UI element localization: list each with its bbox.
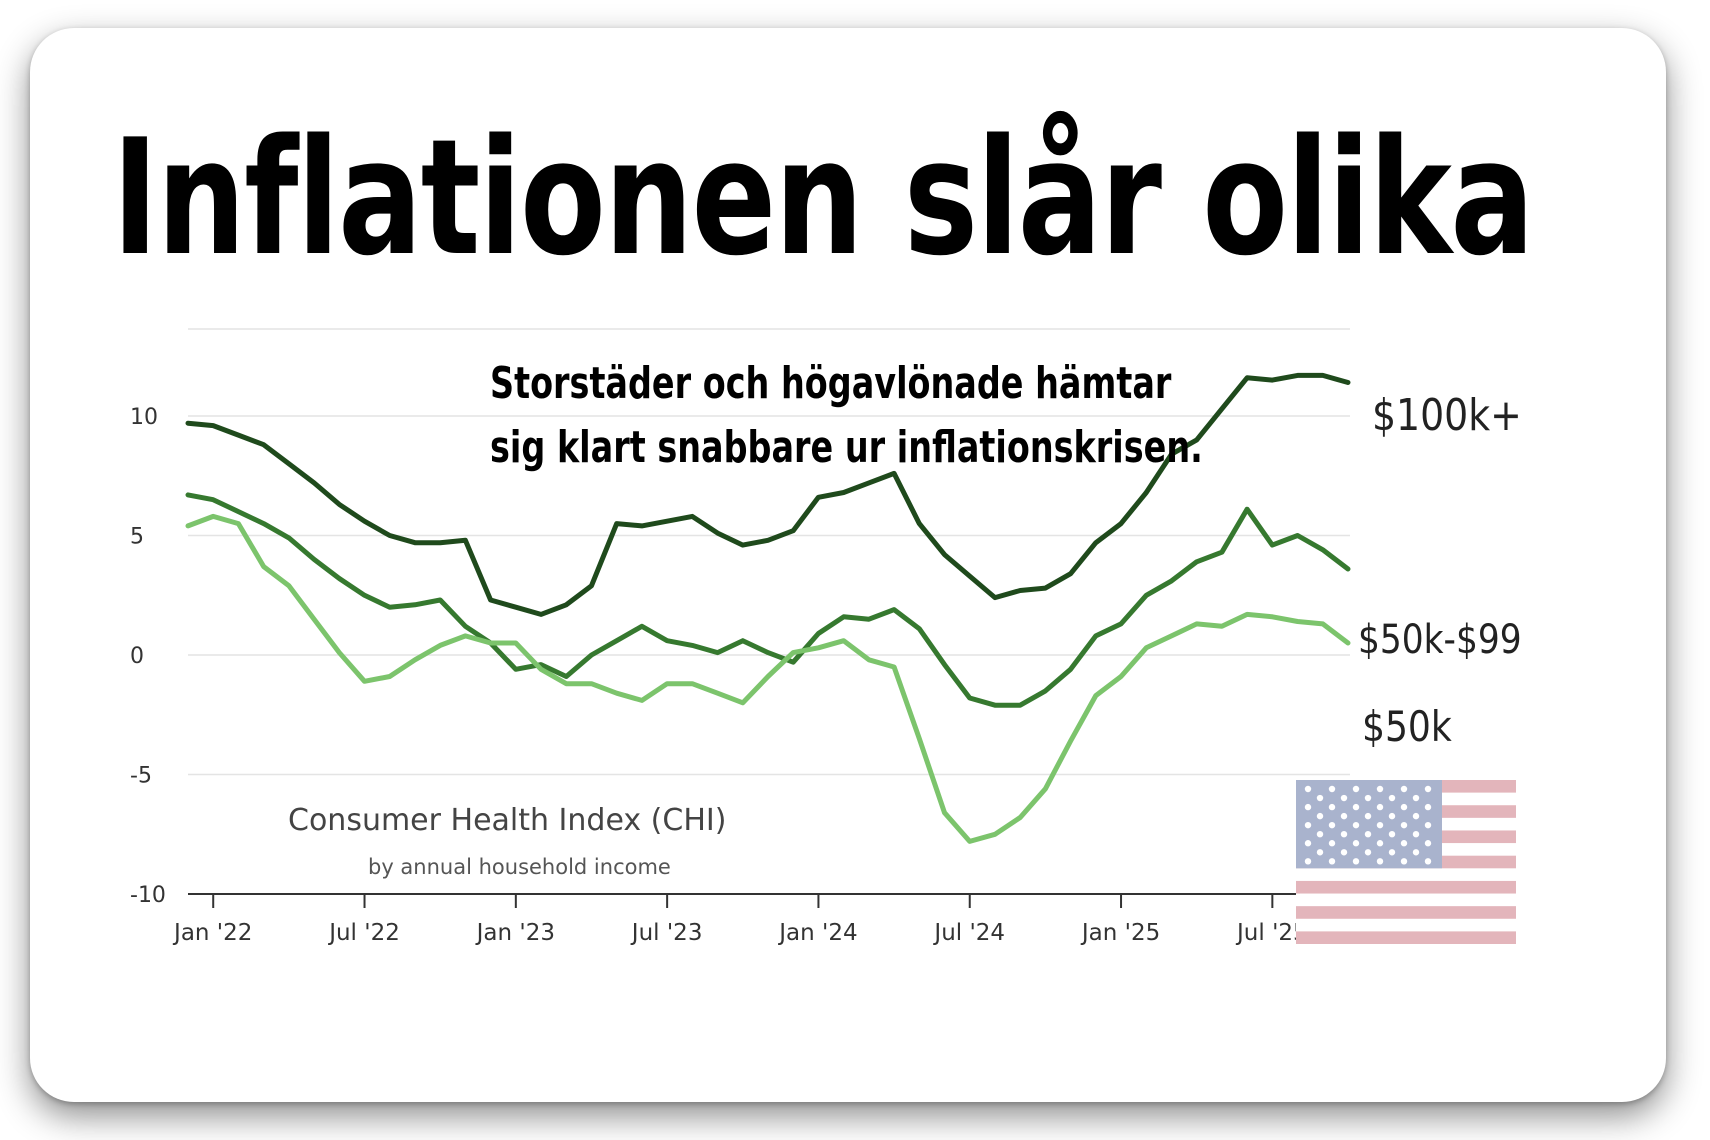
flag-star [1400,858,1408,865]
flag-star [1424,785,1432,793]
flag-star [1376,821,1384,829]
flag-star [1352,840,1360,847]
chart-title-block: Consumer Health Index (CHI) by annual ho… [235,780,835,880]
us-flag-icon [1296,780,1516,944]
x-axis: Jan '22 Jul '22 Jan '23 Jul '23 Jan '24 Jul '… [172,893,1350,946]
flag-star [1328,785,1336,793]
flag-star [1304,858,1312,865]
flag-star [1340,830,1348,838]
flag-stripe [1296,906,1516,919]
flag-star [1316,812,1324,820]
flag-stripe [1296,880,1516,894]
flag-star [1352,803,1360,811]
flag-star [1364,794,1372,802]
flag-star [1376,785,1384,793]
flag-star [1388,830,1396,838]
flag-star [1400,803,1408,811]
flag-star [1340,794,1348,802]
subtitle-line-2: sig klart snabbare ur inflationskrisen. [490,422,1203,473]
flag-star [1376,858,1384,865]
flag-star [1304,821,1312,829]
flag-star [1364,812,1372,820]
x-tick-label: Jul '25 [1235,920,1308,946]
chart-title: Consumer Health Index (CHI) [288,803,726,838]
x-tick-label: Jan '22 [172,920,252,946]
flag-star [1376,840,1384,847]
flag-star [1424,803,1432,811]
flag-star [1328,803,1336,811]
card: Inflationen slår olika 10 5 0 -5 -10 Jan '22… [30,28,1666,1102]
flag-star [1412,794,1420,802]
flag-star [1352,785,1360,793]
y-tick-label: -10 [130,883,166,908]
flag-star [1424,858,1432,865]
flag-star [1388,849,1396,856]
flag-star [1412,812,1420,820]
series-lines [185,372,1351,844]
x-tick-label: Jan '25 [1080,920,1160,946]
flag-star [1316,849,1324,856]
flag-star [1388,794,1396,802]
x-tick-label: Jul '22 [327,920,400,946]
end-label: $100k+ [1372,389,1522,440]
y-tick-label: 5 [130,525,144,550]
end-labels: $100k+ $50k-$99 $50k [1358,389,1522,751]
flag-star [1412,830,1420,838]
flag-stripe [1296,931,1516,944]
y-tick-label: 10 [130,405,158,430]
series-line [185,492,1351,708]
x-tick-label: Jan '23 [475,920,555,946]
flag-star [1328,858,1336,865]
flag-star [1340,849,1348,856]
headline: Inflationen slår olika [112,104,1535,291]
flag-star [1304,840,1312,847]
series-line [185,513,1351,844]
flag-star [1388,812,1396,820]
flag-star [1424,840,1432,847]
flag-star [1376,803,1384,811]
flag-star [1400,840,1408,847]
y-tick-label: 0 [130,644,144,669]
flag-star [1340,812,1348,820]
subtitle: Storstäder och högavlönade hämtar sig kl… [490,352,1203,480]
flag-star [1352,858,1360,865]
end-label: $50k [1362,703,1452,751]
flag-star [1328,821,1336,829]
flag-star [1364,849,1372,856]
series-line [185,372,1351,617]
end-label: $50k-$99 [1358,615,1522,662]
x-tick-label: Jan '24 [777,920,857,946]
chart-subtitle: by annual household income [368,855,671,879]
flag-star [1304,803,1312,811]
subtitle-line-1: Storstäder och högavlönade hämtar [490,358,1172,409]
flag-star [1352,821,1360,829]
flag-star [1316,830,1324,838]
flag-star [1316,794,1324,802]
flag-star [1400,821,1408,829]
flag-star [1412,849,1420,856]
y-tick-labels: 10 5 0 -5 -10 [130,405,166,908]
x-tick-label: Jul '24 [932,920,1005,946]
flag-star [1400,785,1408,793]
flag-star [1424,821,1432,829]
flag-star [1328,840,1336,847]
y-tick-label: -5 [130,764,152,789]
flag-star [1364,830,1372,838]
x-tick-label: Jul '23 [630,920,703,946]
flag-star [1304,785,1312,793]
